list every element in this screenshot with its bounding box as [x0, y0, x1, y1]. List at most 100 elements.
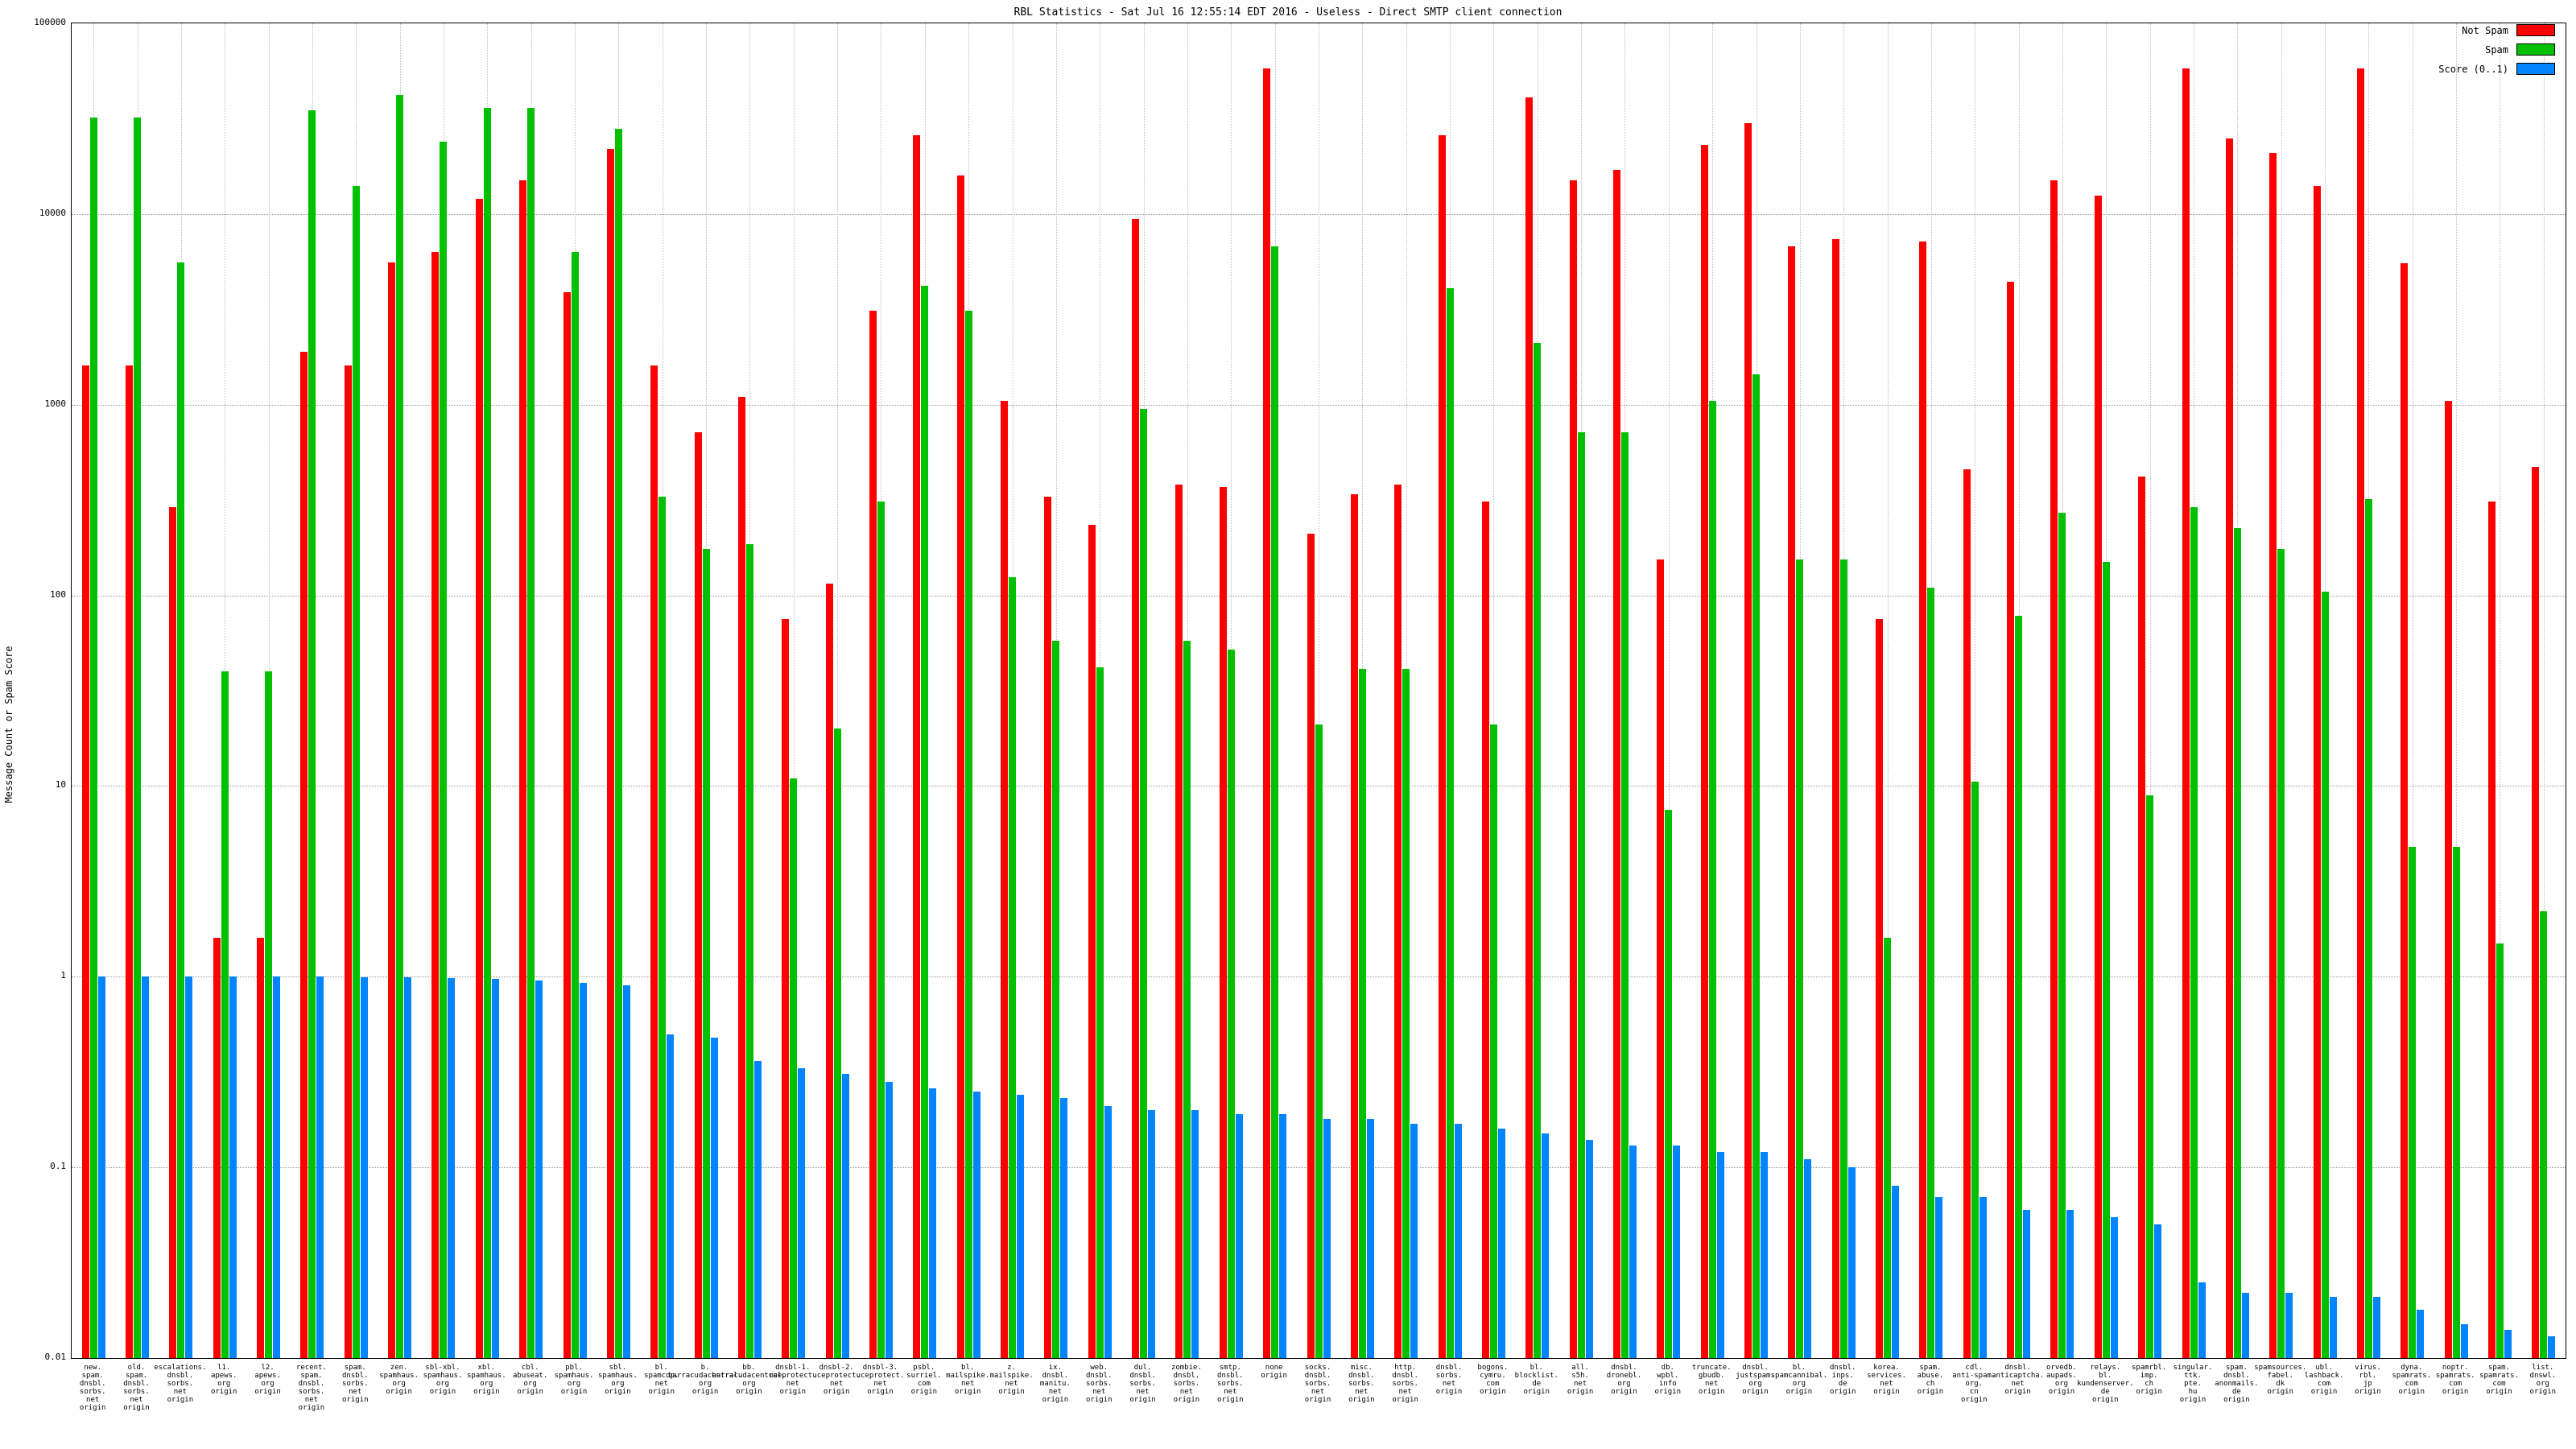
bar-not-spam: [1788, 246, 1796, 1358]
bar-spam: [964, 311, 972, 1358]
x-tick-label: old. spam. dnsbl. sorbs. net origin: [123, 1364, 150, 1412]
bar-spam: [440, 141, 448, 1358]
bar-score-0-1: [2066, 1209, 2074, 1358]
bar-not-spam: [2050, 180, 2058, 1358]
bar-spam: [1227, 649, 1235, 1358]
bar-score-0-1: [1629, 1146, 1637, 1358]
bar-score-0-1: [929, 1088, 937, 1358]
bar-score-0-1: [1454, 1123, 1462, 1358]
x-tick-label: dnsbl. sorbs. net origin: [1435, 1364, 1463, 1396]
bar-not-spam: [2487, 502, 2496, 1358]
bar-spam: [2409, 846, 2417, 1358]
x-tick-label: misc. dnsbl. sorbs. net origin: [1348, 1364, 1375, 1404]
x-tick-label: xbl. spamhaus. org origin: [466, 1364, 506, 1396]
x-tick-label: escalations. dnsbl. sorbs. net origin: [154, 1364, 207, 1404]
bar-not-spam: [1700, 145, 1708, 1358]
bar-spam: [265, 671, 273, 1358]
x-tick-label: cbl. abuseat. org origin: [512, 1364, 548, 1396]
bar-not-spam: [2138, 476, 2146, 1358]
bar-spam: [702, 549, 710, 1358]
bar-spam: [1096, 667, 1104, 1358]
bar-spam: [177, 262, 185, 1358]
bar-score-0-1: [972, 1091, 980, 1358]
bar-spam: [1489, 724, 1497, 1358]
bar-score-0-1: [1235, 1114, 1243, 1358]
bar-not-spam: [1263, 68, 1271, 1358]
x-tick-label: relays. bl. kundenserver. de origin: [2077, 1364, 2134, 1404]
bar-not-spam: [782, 619, 790, 1358]
x-tick-label: dul. dnsbl. sorbs. net origin: [1129, 1364, 1156, 1404]
bar-score-0-1: [360, 977, 368, 1358]
bar-spam: [1009, 576, 1017, 1358]
bar-spam: [2102, 561, 2110, 1358]
x-tick-label: dnsbl. anticaptcha. net origin: [1992, 1364, 2045, 1396]
bar-not-spam: [300, 351, 308, 1358]
bar-score-0-1: [97, 976, 105, 1358]
x-tick-label: bl. spamcannibal. org origin: [1770, 1364, 1828, 1396]
bar-score-0-1: [2023, 1209, 2031, 1358]
x-tick-label: l2. apews. org origin: [254, 1364, 281, 1396]
legend-label-score: Score (0..1): [2438, 63, 2508, 75]
x-tick-label: spam. dnsbl. sorbs. net origin: [342, 1364, 369, 1404]
x-tick-label: http. dnsbl. sorbs. net origin: [1392, 1364, 1418, 1404]
bar-score-0-1: [798, 1068, 806, 1358]
x-gridline: [2543, 23, 2545, 1358]
bar-spam: [396, 95, 404, 1358]
bar-not-spam: [1438, 134, 1446, 1358]
bar-not-spam: [650, 365, 658, 1358]
bar-spam: [833, 729, 841, 1358]
bar-score-0-1: [1542, 1133, 1550, 1358]
bar-not-spam: [2094, 195, 2102, 1358]
bar-spam: [2540, 911, 2548, 1358]
bar-score-0-1: [622, 985, 630, 1358]
bar-spam: [2496, 943, 2504, 1358]
legend-swatch-not-spam-icon: [2516, 24, 2555, 36]
y-tick-label: 1000: [44, 398, 67, 409]
bar-spam: [2321, 591, 2329, 1358]
bar-not-spam: [1394, 485, 1402, 1358]
x-tick-label: zombie. dnsbl. sorbs. net origin: [1170, 1364, 1202, 1404]
bar-score-0-1: [2372, 1296, 2380, 1358]
bar-spam: [1534, 343, 1542, 1358]
x-tick-label: sbl-xbl. spamhaus. org origin: [423, 1364, 463, 1396]
legend-label-not-spam: Not Spam: [2462, 24, 2508, 36]
bar-score-0-1: [1017, 1095, 1025, 1358]
x-tick-label: korea. services. net origin: [1867, 1364, 1906, 1396]
bar-spam: [2015, 616, 2023, 1358]
bar-score-0-1: [2417, 1309, 2425, 1358]
bar-score-0-1: [2241, 1292, 2249, 1358]
bar-spam: [1315, 724, 1323, 1358]
bar-score-0-1: [1279, 1114, 1287, 1358]
bar-not-spam: [2007, 282, 2015, 1358]
x-tick-label: dnsbl-1. uceprotect. net origin: [768, 1364, 817, 1396]
bar-spam: [2452, 846, 2460, 1358]
x-tick-label: singular. ttk. pte. hu origin: [2173, 1364, 2213, 1404]
bar-score-0-1: [1847, 1167, 1856, 1358]
x-tick-label: bl. spamcop. net origin: [644, 1364, 679, 1396]
x-tick-label: spam. abuse. ch origin: [1917, 1364, 1944, 1396]
x-tick-label: bl. blocklist. de origin: [1514, 1364, 1558, 1396]
bar-spam: [2233, 528, 2241, 1358]
x-tick-label: spam. spamrats. com origin: [2479, 1364, 2519, 1396]
bar-spam: [2190, 507, 2198, 1358]
bar-spam: [221, 671, 229, 1358]
bar-spam: [1358, 669, 1366, 1358]
x-gridline: [1493, 23, 1495, 1358]
bar-not-spam: [81, 365, 89, 1358]
x-tick-label: noptr. spamrats. com origin: [2435, 1364, 2475, 1396]
bar-not-spam: [913, 134, 921, 1358]
bar-score-0-1: [1979, 1196, 1987, 1358]
x-tick-label: dnsbl. justspam. org origin: [1736, 1364, 1775, 1396]
bar-score-0-1: [1191, 1109, 1199, 1358]
x-tick-label: ix. dnsbl. manitu. net origin: [1039, 1364, 1071, 1404]
bar-score-0-1: [1366, 1118, 1374, 1358]
y-axis-label: Message Count or Spam Score: [3, 646, 14, 803]
bar-spam: [1665, 810, 1673, 1358]
bar-not-spam: [2225, 138, 2233, 1358]
x-gridline: [2149, 23, 2151, 1358]
bar-spam: [134, 118, 142, 1358]
bar-not-spam: [1088, 524, 1096, 1358]
y-tick-label: 100: [50, 588, 66, 600]
bar-not-spam: [694, 431, 702, 1358]
x-tick-label: b. barracudacentral. org origin: [668, 1364, 743, 1396]
